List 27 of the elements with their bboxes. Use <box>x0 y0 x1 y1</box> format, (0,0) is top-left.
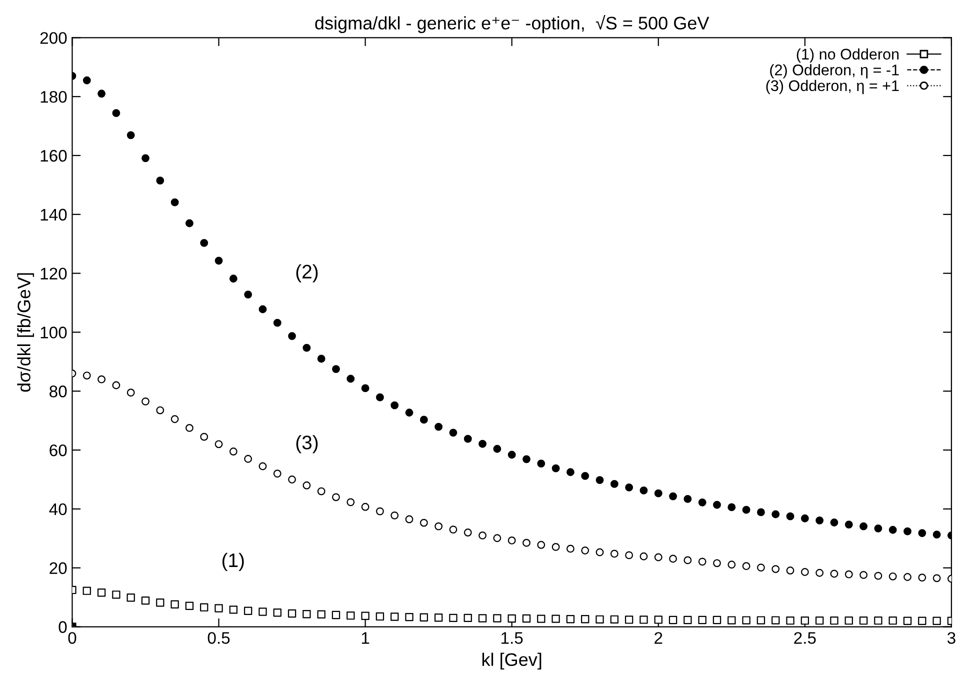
x-tick-label: 0 <box>68 632 76 644</box>
y-tick-label: 40 <box>49 503 67 516</box>
legend-label: (1) no Odderon <box>796 48 899 63</box>
x-tick-label: 3 <box>947 632 956 644</box>
x-tick-label: 1 <box>362 632 370 644</box>
y-tick-label: 80 <box>50 386 67 398</box>
x-tick-label: 2.5 <box>794 632 816 644</box>
y-tick-label: 140 <box>40 208 67 221</box>
y-tick-label: 200 <box>40 32 67 44</box>
y-tick-label: 120 <box>40 268 67 280</box>
x-axis-title: kl [Gev] <box>482 652 542 670</box>
annotation: (1) <box>222 552 244 572</box>
y-tick-label: 20 <box>50 562 67 574</box>
y-tick-label: 0 <box>58 621 67 633</box>
x-tick-label: 1.5 <box>502 632 523 644</box>
y-tick-label: 100 <box>40 326 67 338</box>
annotation: (3) <box>296 435 318 454</box>
y-axis-title: dσ/dkl [fb/GeV] <box>17 273 34 392</box>
y-tick-label: 180 <box>40 90 67 103</box>
y-tick-label: 160 <box>40 150 67 162</box>
y-tick-label: 60 <box>50 444 67 456</box>
annotation: (2) <box>296 264 318 282</box>
chart-title: dsigma/dkl - generic e⁺e⁻ -option, √S = 500 GeV <box>315 15 710 34</box>
x-tick-label: 0.5 <box>208 632 230 644</box>
x-tick-label: 2 <box>654 632 662 644</box>
legend-label: (2) Odderon, η = -1 <box>770 64 899 78</box>
legend-label: (3) Odderon, η = +1 <box>766 80 899 94</box>
